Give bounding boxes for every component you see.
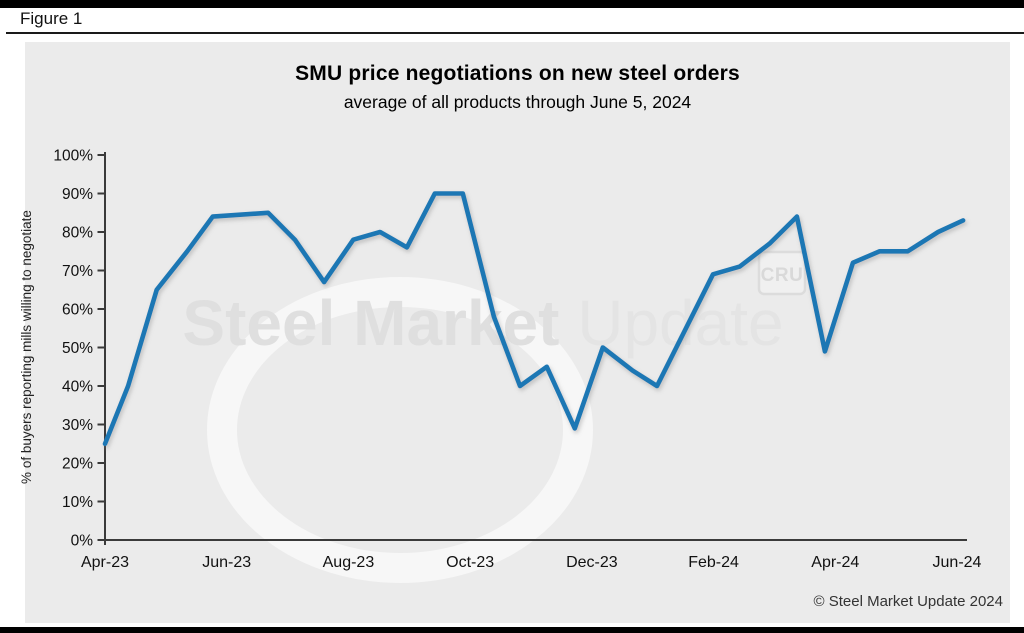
figure-label: Figure 1 bbox=[20, 9, 83, 28]
chart-panel: SMU price negotiations on new steel orde… bbox=[25, 42, 1010, 623]
chart-title: SMU price negotiations on new steel orde… bbox=[295, 62, 740, 85]
bottom-border bbox=[0, 627, 1024, 633]
top-border bbox=[0, 0, 1024, 8]
chart-subtitle: average of all products through June 5, … bbox=[343, 92, 692, 112]
copyright-notice: © Steel Market Update 2024 bbox=[813, 593, 1004, 610]
figure-rule bbox=[6, 32, 1024, 34]
